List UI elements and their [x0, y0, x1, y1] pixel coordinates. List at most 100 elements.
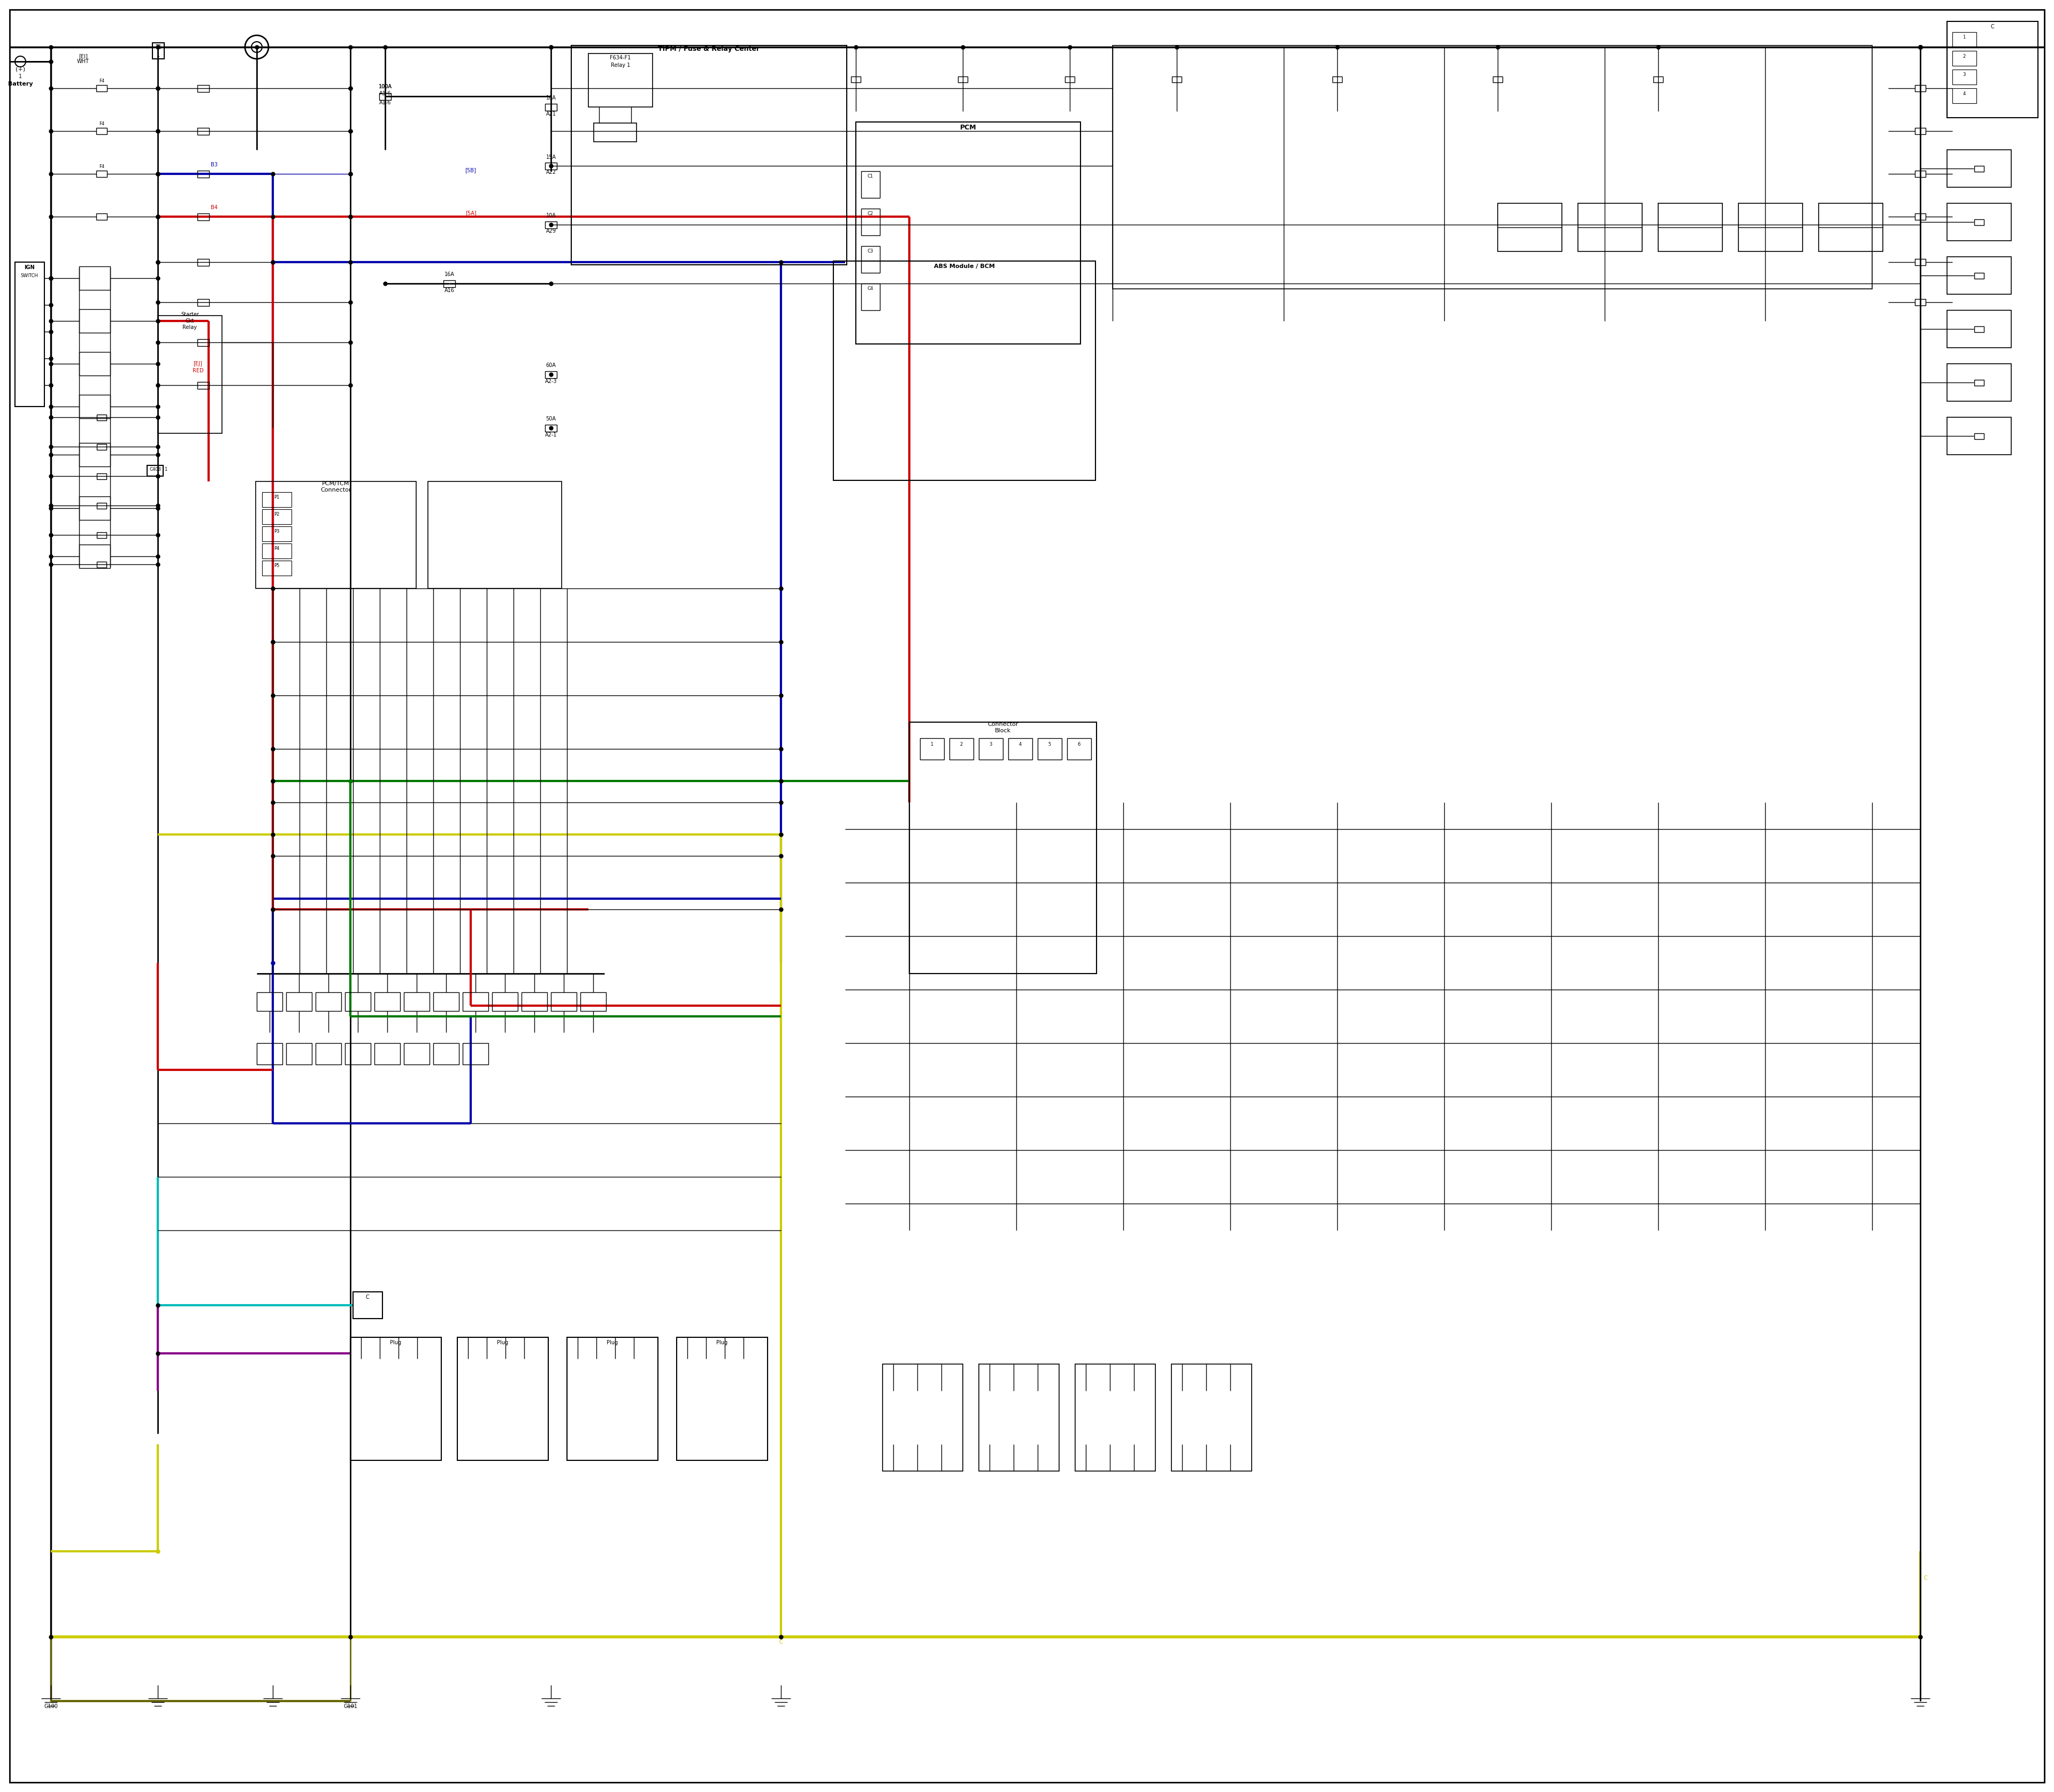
Text: Plug: Plug — [606, 1340, 618, 1346]
Text: A2-3: A2-3 — [544, 378, 557, 383]
Bar — [380, 93, 390, 100]
Text: (+): (+) — [16, 66, 25, 72]
Text: IGN: IGN — [25, 265, 35, 271]
Text: 1: 1 — [18, 73, 23, 79]
Text: G100: G100 — [43, 1704, 58, 1710]
Bar — [14, 262, 45, 407]
Text: 10A: 10A — [546, 213, 557, 219]
Text: A29: A29 — [546, 228, 557, 233]
Bar — [861, 246, 879, 272]
Bar — [462, 993, 489, 1011]
Bar — [1914, 299, 1927, 305]
Text: P3: P3 — [273, 529, 279, 534]
Text: 15A: 15A — [546, 154, 557, 159]
Bar — [1333, 77, 1341, 82]
Text: P2: P2 — [273, 513, 279, 518]
Bar — [1653, 77, 1664, 82]
Bar — [1953, 32, 1976, 47]
Bar — [462, 1043, 489, 1064]
Bar — [197, 382, 210, 389]
Bar — [949, 738, 974, 760]
Text: A2-1: A2-1 — [544, 432, 557, 437]
Bar — [587, 54, 653, 108]
Text: 100A: 100A — [378, 84, 392, 90]
Bar — [1171, 1364, 1251, 1471]
Bar — [1953, 70, 1976, 84]
Bar — [1493, 77, 1504, 82]
Text: [EJ]: [EJ] — [193, 360, 203, 366]
Bar — [567, 1337, 657, 1460]
Bar — [257, 993, 283, 1011]
Text: RED: RED — [193, 367, 203, 373]
Bar — [197, 213, 210, 220]
Bar — [544, 371, 557, 378]
Text: [5A]: [5A] — [464, 210, 477, 215]
Bar — [97, 170, 107, 177]
Text: B3: B3 — [210, 161, 218, 167]
Bar — [374, 1043, 401, 1064]
Bar — [957, 77, 967, 82]
Bar — [493, 993, 518, 1011]
Text: F634-F1: F634-F1 — [610, 56, 631, 61]
Bar — [80, 496, 111, 520]
Bar — [97, 473, 107, 478]
Text: SWITCH: SWITCH — [21, 272, 39, 278]
Bar — [1974, 326, 1984, 332]
Bar — [581, 993, 606, 1011]
Bar — [857, 122, 1080, 344]
Bar — [197, 299, 210, 306]
Bar — [197, 84, 210, 91]
Bar — [1947, 310, 2011, 348]
Bar — [97, 213, 107, 220]
Bar — [544, 222, 557, 228]
Bar — [980, 738, 1002, 760]
Bar — [257, 1043, 283, 1064]
Bar — [255, 482, 417, 588]
Bar — [1009, 738, 1033, 760]
Bar — [1577, 202, 1641, 251]
Bar — [834, 262, 1095, 480]
Bar — [1738, 202, 1803, 251]
Text: 4: 4 — [1019, 742, 1021, 747]
Bar — [550, 993, 577, 1011]
Text: A1-6: A1-6 — [380, 100, 390, 106]
Bar — [197, 170, 210, 177]
Bar — [1658, 202, 1723, 251]
Bar — [158, 315, 222, 434]
Bar — [97, 504, 107, 509]
Text: 16A: 16A — [546, 95, 557, 100]
Text: Starter
Ckt
Relay: Starter Ckt Relay — [181, 312, 199, 330]
Text: 1: 1 — [164, 468, 166, 471]
Bar — [97, 561, 107, 568]
Bar — [1914, 213, 1927, 220]
Text: Plug: Plug — [497, 1340, 509, 1346]
Bar — [286, 1043, 312, 1064]
Bar — [80, 267, 111, 290]
Text: G101: G101 — [343, 1704, 357, 1710]
Text: 3: 3 — [1964, 72, 1966, 77]
Text: C: C — [1990, 23, 1994, 29]
Bar — [1953, 50, 1976, 66]
Bar — [1914, 127, 1927, 134]
Text: 60A: 60A — [546, 362, 557, 367]
Bar — [980, 1364, 1060, 1471]
Bar — [1914, 258, 1927, 265]
Text: Plug: Plug — [717, 1340, 727, 1346]
Bar — [594, 124, 637, 142]
Text: F4: F4 — [99, 165, 105, 168]
Text: F4: F4 — [99, 122, 105, 127]
Text: 1: 1 — [156, 52, 160, 57]
Bar — [544, 163, 557, 170]
Bar — [263, 493, 292, 507]
Bar — [97, 532, 107, 538]
Bar — [353, 1292, 382, 1319]
Bar — [861, 172, 879, 197]
Bar — [97, 127, 107, 134]
Text: C: C — [366, 1294, 370, 1299]
Bar — [197, 258, 210, 265]
Bar — [80, 443, 111, 466]
Bar — [883, 1364, 963, 1471]
Text: Battery: Battery — [8, 81, 33, 86]
Bar — [1974, 434, 1984, 439]
Bar — [80, 545, 111, 568]
